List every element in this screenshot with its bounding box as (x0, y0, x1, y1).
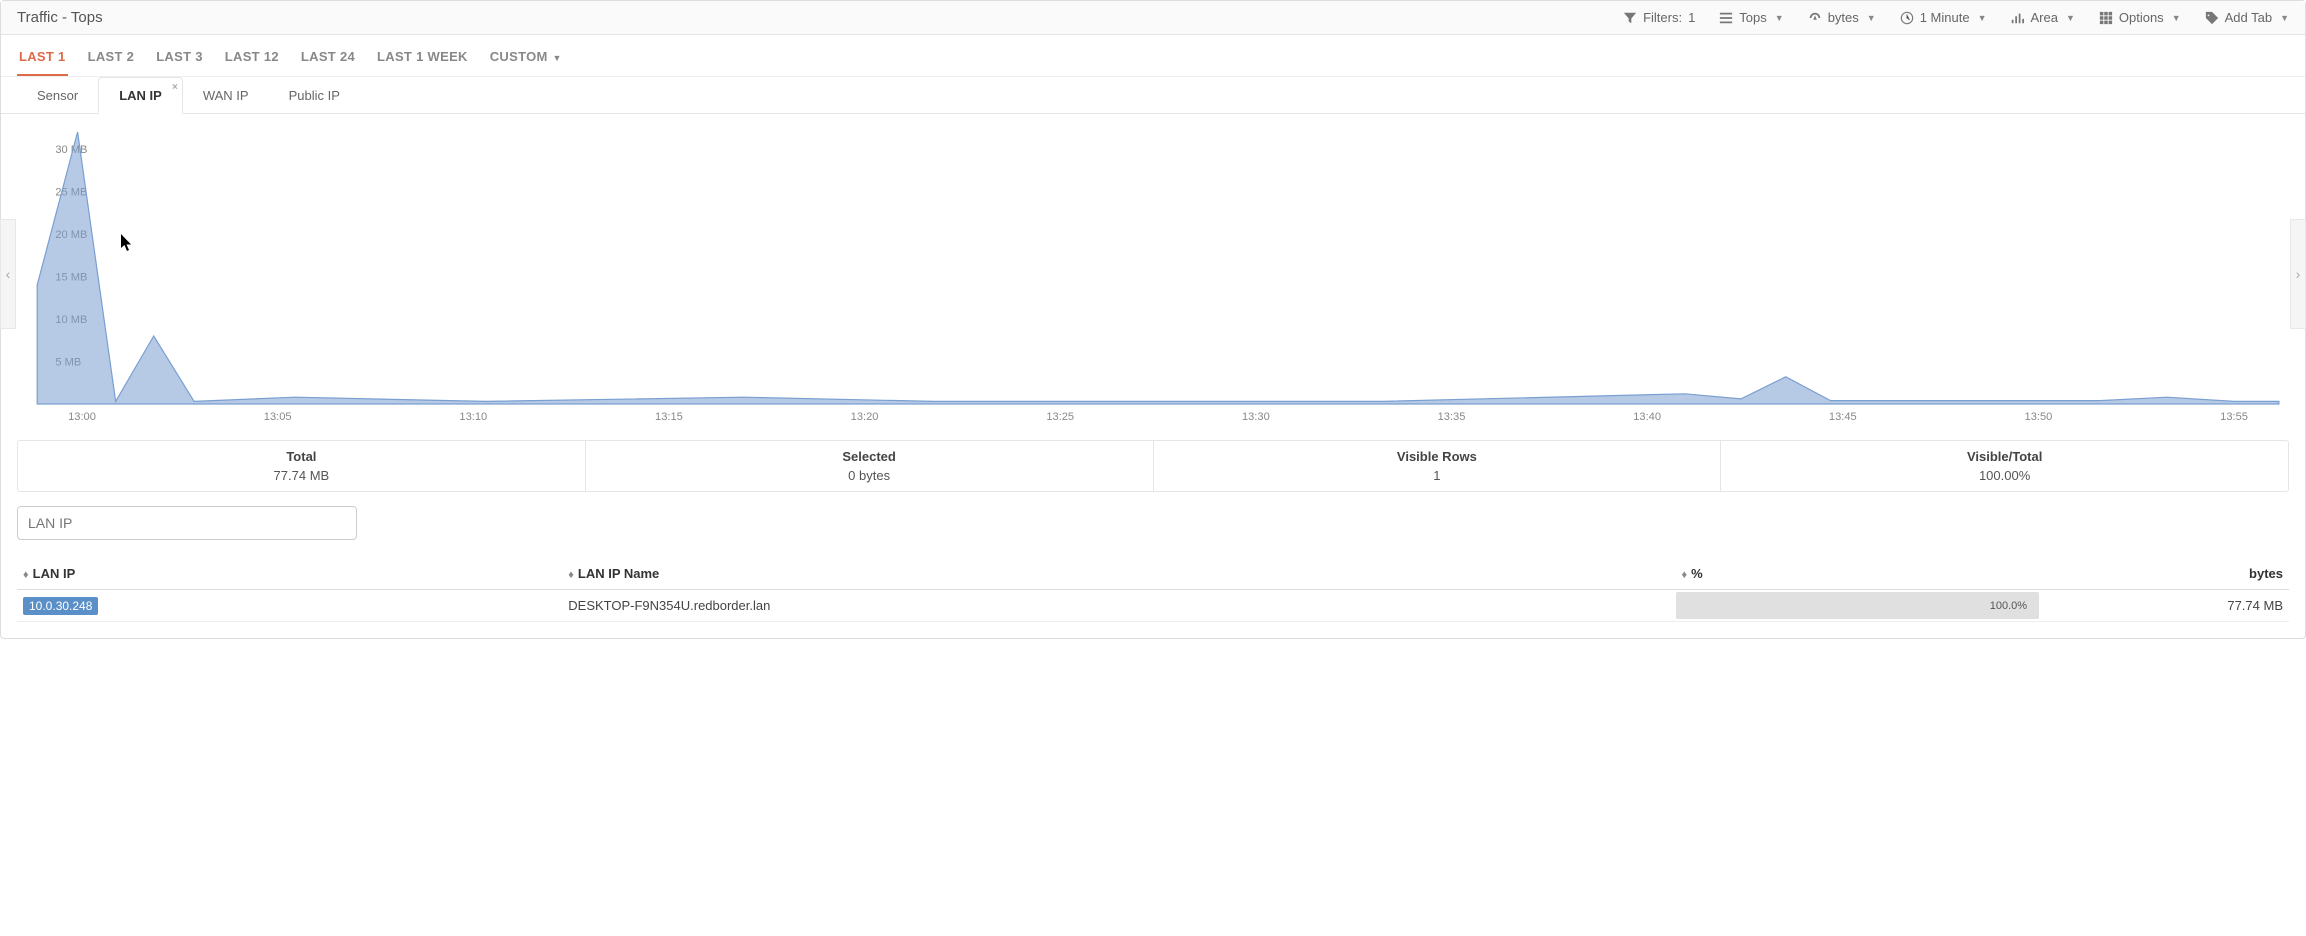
summary-value: 77.74 MB (18, 468, 585, 483)
bytes-cell: 77.74 MB (2039, 590, 2289, 622)
svg-text:13:25: 13:25 (1046, 411, 1074, 423)
list-icon (1719, 11, 1733, 25)
summary-value: 100.00% (1721, 468, 2288, 483)
caret-down-icon: ▼ (1867, 13, 1876, 23)
column-header-bytes[interactable]: bytes (2039, 558, 2289, 590)
options-label: Options (2119, 10, 2164, 25)
ip-badge[interactable]: 10.0.30.248 (23, 597, 98, 615)
filter-input[interactable] (17, 506, 357, 540)
bar-chart-icon (2010, 11, 2024, 25)
svg-text:13:15: 13:15 (655, 411, 683, 423)
tag-icon (2205, 11, 2219, 25)
caret-down-icon: ▼ (1978, 13, 1987, 23)
summary-cell-selected: Selected 0 bytes (586, 441, 1154, 491)
summary-value: 0 bytes (586, 468, 1153, 483)
summary-label: Selected (586, 449, 1153, 464)
chart-type-label: Area (2030, 10, 2057, 25)
summary-cell-visible-total: Visible/Total 100.00% (1721, 441, 2288, 491)
summary-label: Visible Rows (1154, 449, 1721, 464)
dimension-tab-sensor[interactable]: Sensor (17, 78, 98, 113)
svg-text:13:10: 13:10 (459, 411, 487, 423)
data-table: ♦LAN IP♦LAN IP Name♦%bytes 10.0.30.248 DE… (17, 558, 2289, 622)
svg-text:13:45: 13:45 (1829, 411, 1857, 423)
svg-text:13:30: 13:30 (1242, 411, 1270, 423)
svg-text:13:50: 13:50 (2025, 411, 2053, 423)
dimension-tab-public-ip[interactable]: Public IP (269, 78, 360, 113)
range-tab-last-1[interactable]: LAST 1 (17, 45, 68, 76)
sort-icon: ♦ (1682, 569, 1688, 581)
table-body: 10.0.30.248 DESKTOP-F9N354U.redborder.lan… (17, 590, 2289, 622)
summary-cell-total: Total 77.74 MB (18, 441, 586, 491)
column-header-lan-ip[interactable]: ♦LAN IP (17, 558, 562, 590)
summary-cell-visible-rows: Visible Rows 1 (1154, 441, 1722, 491)
svg-text:13:55: 13:55 (2220, 411, 2248, 423)
clock-icon (1900, 11, 1914, 25)
column-header--[interactable]: ♦% (1676, 558, 2040, 590)
range-tab-last-1-week[interactable]: LAST 1 WEEK (375, 45, 470, 76)
table-row[interactable]: 10.0.30.248 DESKTOP-F9N354U.redborder.lan… (17, 590, 2289, 622)
sort-icon: ♦ (23, 569, 29, 581)
filter-row (1, 498, 2305, 548)
caret-down-icon: ▼ (2280, 13, 2289, 23)
range-tab-last-2[interactable]: LAST 2 (86, 45, 137, 76)
percent-label: 100.0% (1990, 600, 2033, 612)
summary-bar: Total 77.74 MBSelected 0 bytesVisible Rows… (17, 440, 2289, 492)
chart-area: ‹ › 5 MB10 MB15 MB20 MB25 MB30 MB13:0013… (1, 114, 2305, 434)
unit-control[interactable]: bytes ▼ (1808, 10, 1876, 25)
caret-down-icon: ▼ (2066, 13, 2075, 23)
chart-nav-prev[interactable]: ‹ (0, 219, 16, 329)
dimension-tab-lan-ip[interactable]: LAN IP× (98, 77, 183, 114)
caret-down-icon: ▼ (1775, 13, 1784, 23)
summary-label: Total (18, 449, 585, 464)
svg-text:13:05: 13:05 (264, 411, 292, 423)
summary-label: Visible/Total (1721, 449, 2288, 464)
filters-count: 1 (1688, 10, 1695, 25)
funnel-icon (1623, 11, 1637, 25)
app-window: Traffic - Tops Filters: 1 Tops ▼ bytes ▼… (0, 0, 2306, 639)
filters-label: Filters: (1643, 10, 1682, 25)
ip-name-cell: DESKTOP-F9N354U.redborder.lan (562, 590, 1675, 622)
column-header-lan-ip-name[interactable]: ♦LAN IP Name (562, 558, 1675, 590)
range-tab-custom[interactable]: CUSTOM ▼ (488, 45, 564, 76)
range-tab-last-12[interactable]: LAST 12 (223, 45, 281, 76)
toolbar: Traffic - Tops Filters: 1 Tops ▼ bytes ▼… (1, 1, 2305, 35)
percent-bar (1676, 592, 2040, 619)
caret-down-icon: ▼ (550, 53, 562, 63)
svg-text:13:00: 13:00 (68, 411, 96, 423)
chart-nav-next[interactable]: › (2290, 219, 2306, 329)
time-range-tabs: LAST 1 LAST 2 LAST 3 LAST 12 LAST 24 LAST 1 W… (1, 35, 2305, 77)
caret-down-icon: ▼ (2172, 13, 2181, 23)
interval-label: 1 Minute (1920, 10, 1970, 25)
dimension-tab-wan-ip[interactable]: WAN IP (183, 78, 269, 113)
add-tab-label: Add Tab (2225, 10, 2272, 25)
svg-text:13:20: 13:20 (851, 411, 879, 423)
range-tab-last-24[interactable]: LAST 24 (299, 45, 357, 76)
area-chart[interactable]: 5 MB10 MB15 MB20 MB25 MB30 MB13:0013:051… (17, 126, 2289, 426)
view-type-control[interactable]: Tops ▼ (1719, 10, 1783, 25)
add-tab-control[interactable]: Add Tab ▼ (2205, 10, 2289, 25)
grid-icon (2099, 11, 2113, 25)
svg-text:13:35: 13:35 (1438, 411, 1466, 423)
table-header-row: ♦LAN IP♦LAN IP Name♦%bytes (17, 558, 2289, 590)
options-control[interactable]: Options ▼ (2099, 10, 2181, 25)
filters-control[interactable]: Filters: 1 (1623, 10, 1695, 25)
interval-control[interactable]: 1 Minute ▼ (1900, 10, 1987, 25)
summary-value: 1 (1154, 468, 1721, 483)
view-type-label: Tops (1739, 10, 1766, 25)
chart-type-control[interactable]: Area ▼ (2010, 10, 2074, 25)
dimension-tabs: SensorLAN IP×WAN IPPublic IP (1, 77, 2305, 114)
percent-cell: 100.0% (1676, 590, 2040, 622)
close-icon[interactable]: × (172, 82, 178, 93)
range-tab-last-3[interactable]: LAST 3 (154, 45, 205, 76)
speed-icon (1808, 11, 1822, 25)
svg-text:13:40: 13:40 (1633, 411, 1661, 423)
sort-icon: ♦ (568, 569, 574, 581)
page-title: Traffic - Tops (17, 9, 103, 26)
unit-label: bytes (1828, 10, 1859, 25)
